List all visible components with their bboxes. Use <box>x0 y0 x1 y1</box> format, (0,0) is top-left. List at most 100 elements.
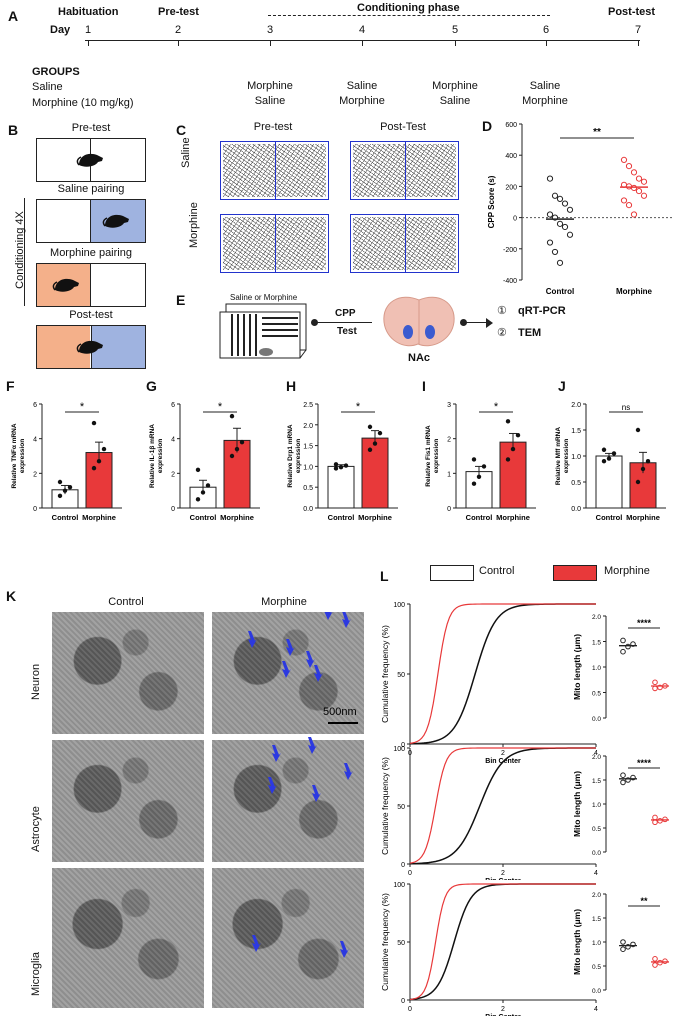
arrow-icon <box>314 665 323 682</box>
b-pretest-box <box>36 138 146 182</box>
data-point <box>640 178 648 185</box>
arrow-icon <box>344 763 353 780</box>
y-tick-label: 600 <box>505 122 517 129</box>
day-6: 6 <box>543 24 550 36</box>
e-box-label: Saline or Morphine <box>230 293 298 302</box>
y-axis-label: Mito length (μm) <box>572 909 582 975</box>
data-point <box>200 490 206 495</box>
panel-label-g: G <box>146 378 157 394</box>
c-col-pretest: Pre-test <box>253 121 293 133</box>
y-tick-label: 0.5 <box>303 485 313 492</box>
legend-morphine-label: Morphine <box>604 565 650 577</box>
y-tick-label: 200 <box>505 184 517 191</box>
tem-astrocyte-morphine <box>212 740 364 862</box>
data-point <box>620 772 626 779</box>
y-tick-label: 0 <box>33 506 37 513</box>
data-point <box>62 488 68 493</box>
y-tick-label: 1.0 <box>592 802 601 809</box>
scale-bar <box>328 722 358 724</box>
bar <box>499 441 527 509</box>
tem-microglia-morphine <box>212 868 364 1008</box>
data-point <box>471 457 477 462</box>
y-axis-label: Relative IL-1β mRNAexpression <box>149 424 164 488</box>
x-axis-label: Bin Center <box>485 1014 521 1016</box>
bar <box>595 455 623 509</box>
e-region-label: NAc <box>408 352 431 364</box>
e-arrow-dot-2 <box>460 319 467 326</box>
y-tick-label: 6 <box>33 402 37 409</box>
sig-label: * <box>218 401 223 413</box>
data-point <box>546 175 554 182</box>
y-axis-label: CPP Score (s) <box>487 175 496 228</box>
data-point <box>640 466 646 472</box>
legend-control-swatch <box>430 565 474 581</box>
groups-label: GROUPS <box>32 66 80 78</box>
data-point <box>471 481 477 486</box>
category-label: Control <box>328 513 355 522</box>
day-tick <box>546 40 547 46</box>
drp1-bar-chart: 2.5 2.0 1.5 1.0 0.5 0.0 Relative Drp1 mRNAexpr… <box>287 401 398 522</box>
sig-label: **** <box>637 618 652 628</box>
mouse-icon <box>76 340 103 354</box>
y-tick-label: 2 <box>171 471 175 478</box>
data-point <box>546 211 554 218</box>
arrow-icon <box>252 935 261 952</box>
x-tick-label: 2 <box>501 1006 505 1013</box>
day-tick <box>455 40 456 46</box>
y-tick-label: 400 <box>505 153 517 160</box>
y-tick-label: -200 <box>503 247 517 254</box>
arrow-icon <box>342 612 351 628</box>
b-posttest-box <box>36 325 146 369</box>
curves <box>410 884 596 1000</box>
data-point <box>652 819 658 826</box>
sig-label: **** <box>637 758 652 768</box>
category-label: Control <box>52 513 79 522</box>
data-point <box>367 424 373 430</box>
sig-label: * <box>494 401 499 413</box>
y-tick-label: 0 <box>513 216 517 223</box>
data-point <box>566 231 574 238</box>
data-point <box>625 163 633 170</box>
panel-label-h: H <box>286 378 297 394</box>
e-arrow-head <box>486 318 493 328</box>
data-point <box>635 427 641 433</box>
legend-control-label: Control <box>479 565 515 577</box>
e-arrow-dot <box>311 319 318 326</box>
data-point <box>556 220 564 227</box>
scale-bar-label: 500nm <box>323 706 357 718</box>
arrow-icon <box>308 737 317 754</box>
data-point <box>367 447 373 452</box>
day6-treatment: Saline Morphine <box>522 80 568 107</box>
y-tick-label: 0 <box>401 862 405 869</box>
y-axis-label: Mito length (μm) <box>572 634 582 700</box>
y-tick-label: 50 <box>397 804 405 811</box>
arrow-icon <box>268 777 277 794</box>
data-point <box>229 413 235 419</box>
data-point <box>652 814 658 821</box>
b-morphine-label: Morphine pairing <box>50 247 132 259</box>
category-label: Morphine <box>220 513 254 522</box>
arrow-icon <box>286 639 295 656</box>
data-point <box>510 446 516 452</box>
category-label: Morphine <box>82 513 116 522</box>
data-point <box>505 457 511 462</box>
data-point <box>229 453 235 459</box>
y-axis-label: Cumulative frequency (%) <box>380 893 390 991</box>
x-tick-label: 0 <box>408 870 412 877</box>
mouse-icon <box>76 153 103 167</box>
e-arrow-label-2: Test <box>337 326 357 337</box>
data-point <box>606 456 612 461</box>
data-point <box>620 946 626 953</box>
e-out1-num: ① <box>497 305 507 317</box>
day5-treatment: Morphine Saline <box>432 80 478 107</box>
mouse-icon <box>52 278 79 292</box>
data-point <box>662 958 668 964</box>
data-point <box>620 648 626 655</box>
y-axis-label: Relative Fis1 mRNAexpression <box>425 425 440 487</box>
conditioning-dash <box>268 15 550 16</box>
y-axis-label: Relative TNFα mRNAexpression <box>11 423 26 488</box>
y-tick-label: 100 <box>393 602 405 609</box>
data-point <box>476 474 482 479</box>
day-tick <box>270 40 271 46</box>
y-tick-label: 1.0 <box>303 464 313 471</box>
